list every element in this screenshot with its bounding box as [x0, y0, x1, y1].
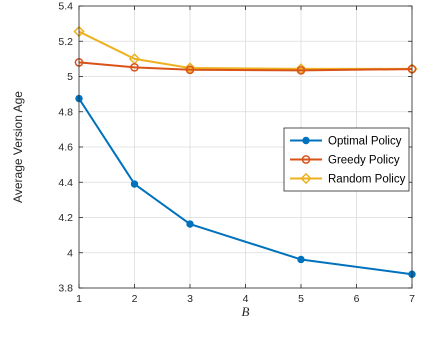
y-tick-label: 4.8	[58, 106, 73, 118]
data-point	[130, 62, 139, 72]
x-tick-label: 1	[76, 293, 82, 305]
y-tick-label: 4.4	[58, 177, 73, 189]
legend-marker	[300, 172, 312, 185]
series-optimal-policy	[75, 94, 416, 278]
data-point	[184, 62, 196, 74]
x-tick-label: 7	[409, 293, 415, 305]
y-tick-label: 4	[67, 247, 73, 259]
legend-label: Greedy Policy	[328, 155, 400, 167]
legend-label: Random Policy	[328, 174, 406, 186]
data-point	[296, 65, 306, 75]
legend-item: Random Policy	[290, 172, 406, 186]
x-tick-label: 4	[243, 293, 249, 305]
x-tick-label: 3	[187, 293, 193, 305]
data-point	[185, 65, 195, 75]
x-tick-label: 5	[298, 293, 304, 305]
x-tick-label: 6	[354, 293, 360, 305]
x-tick-label: 2	[132, 293, 138, 305]
ticks: 1 2 3 4 5 6 7 3.8 4 4.2 4.4 4.6 4.8 5 5.2 5.4	[58, 1, 415, 306]
data-point	[186, 220, 194, 228]
y-axis-title: Average Version Age	[11, 91, 25, 203]
data-point	[297, 255, 305, 264]
legend: Optimal Policy Greedy Policy Random Policy	[283, 127, 410, 192]
y-tick-label: 5	[67, 71, 73, 83]
data-point	[130, 180, 139, 188]
x-axis-title: B	[242, 304, 250, 319]
y-tick-label: 5.4	[58, 1, 73, 13]
y-tick-label: 5.2	[58, 36, 73, 48]
legend-item: Greedy Policy	[290, 155, 400, 167]
legend-marker	[302, 136, 310, 145]
legend-marker	[301, 155, 311, 164]
y-tick-label: 4.2	[58, 212, 73, 224]
legend-label: Optimal Policy	[328, 136, 402, 148]
legend-item: Optimal Policy	[290, 136, 402, 148]
y-tick-label: 3.8	[58, 283, 73, 295]
y-tick-label: 4.6	[58, 142, 73, 154]
series-line	[78, 61, 413, 72]
